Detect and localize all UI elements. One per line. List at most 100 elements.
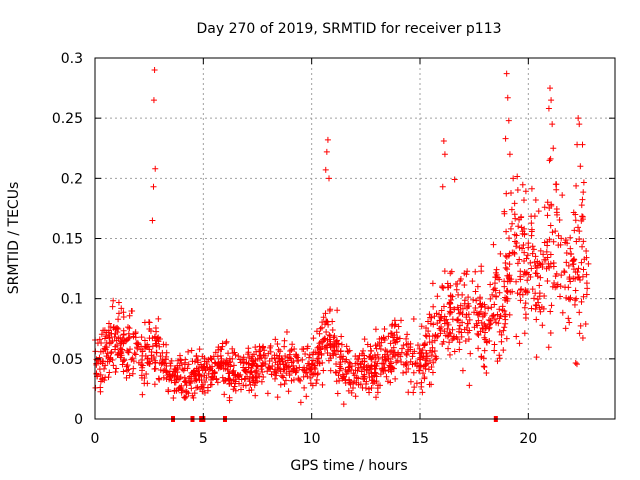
data-point (135, 359, 142, 366)
data-point (326, 175, 332, 182)
data-point (287, 348, 294, 355)
data-point (503, 335, 510, 342)
data-point (323, 318, 330, 325)
data-point (256, 343, 263, 350)
data-point (252, 344, 259, 351)
data-point (441, 268, 448, 275)
data-point (153, 349, 160, 356)
data-point (534, 296, 541, 303)
data-point (243, 359, 250, 366)
data-point (576, 236, 583, 243)
data-point (548, 201, 555, 208)
data-point (152, 165, 159, 172)
data-point (128, 356, 135, 363)
data-point (143, 370, 150, 377)
data-point (444, 325, 451, 332)
data-point (426, 311, 433, 318)
data-point (109, 338, 116, 345)
data-point (231, 349, 238, 356)
data-point (519, 181, 526, 188)
data-point (354, 367, 361, 374)
data-point (292, 351, 299, 358)
data-point (479, 324, 486, 331)
data-point (176, 384, 183, 391)
data-point (217, 346, 224, 353)
data-point (517, 268, 524, 275)
data-point (373, 345, 380, 352)
data-point (553, 181, 560, 188)
data-point (506, 235, 513, 242)
data-point (573, 295, 580, 302)
data-point (110, 362, 117, 369)
data-point (179, 387, 186, 394)
data-point (418, 383, 425, 390)
data-point (513, 278, 520, 285)
data-point (582, 321, 589, 328)
data-point (474, 283, 481, 290)
data-point (388, 322, 395, 329)
data-point (535, 262, 542, 269)
data-point (539, 322, 546, 329)
data-point (467, 350, 474, 357)
data-point (187, 380, 194, 387)
data-point (561, 269, 568, 276)
data-point (451, 348, 458, 355)
data-point (565, 315, 572, 322)
data-point (132, 334, 139, 341)
data-point (310, 335, 317, 342)
data-point (283, 363, 290, 370)
data-point (423, 325, 430, 332)
data-point (361, 373, 368, 380)
data-point (218, 355, 225, 362)
data-point (549, 229, 556, 236)
data-point (242, 382, 249, 389)
data-point (362, 385, 369, 392)
data-point (202, 379, 209, 386)
y-tick-label: 0 (74, 412, 83, 428)
data-point (371, 365, 378, 372)
data-point (521, 304, 528, 311)
data-point (413, 380, 420, 387)
data-point (300, 373, 307, 380)
data-point (449, 316, 456, 323)
data-point (445, 345, 452, 352)
data-point (425, 328, 432, 335)
data-point (295, 375, 302, 382)
data-point (481, 347, 488, 354)
data-point (214, 379, 221, 386)
data-point (181, 378, 188, 385)
data-point (580, 266, 587, 273)
data-point (97, 358, 104, 365)
data-point (369, 354, 376, 361)
data-point (340, 401, 347, 408)
data-point (120, 327, 127, 334)
data-point (113, 365, 120, 372)
data-point (359, 365, 366, 372)
data-point (284, 354, 291, 361)
data-point (306, 362, 313, 369)
data-point (511, 231, 518, 238)
data-point (229, 355, 236, 362)
data-point (191, 370, 198, 377)
data-point (314, 344, 321, 351)
data-point (580, 238, 587, 245)
data-point (506, 151, 513, 158)
data-point (516, 291, 523, 298)
data-point (554, 211, 561, 218)
data-point (533, 302, 540, 309)
data-point (198, 377, 205, 384)
data-point (357, 361, 364, 368)
data-point (209, 373, 216, 380)
data-point (574, 141, 581, 148)
data-point (398, 359, 405, 366)
data-point (509, 249, 516, 256)
data-point (395, 323, 402, 330)
data-point (522, 311, 529, 318)
data-point (381, 353, 388, 360)
data-point (493, 293, 500, 300)
data-point (168, 377, 175, 384)
data-point (120, 368, 127, 375)
data-point (159, 349, 166, 356)
data-point (405, 346, 412, 353)
